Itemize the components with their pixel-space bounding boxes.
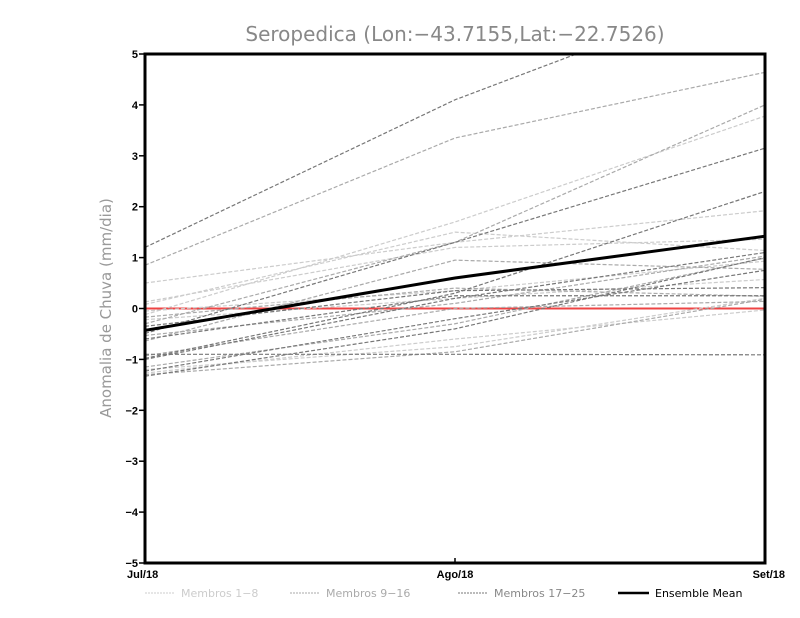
legend-label: Membros 9−16 — [326, 587, 410, 600]
chart-title: Seropedica (Lon:−43.7155,Lat:−22.7526) — [245, 22, 664, 46]
y-tick-label: 2 — [132, 202, 138, 214]
legend-item: Membros 1−8 — [145, 587, 258, 600]
member-11-line — [145, 259, 765, 342]
y-tick-label: −3 — [125, 456, 138, 468]
legend-item: Ensemble Mean — [618, 587, 742, 600]
member-18-line — [145, 147, 765, 335]
y-tick-label: 3 — [132, 151, 138, 163]
legend-label: Membros 1−8 — [181, 587, 258, 600]
member-22-line — [145, 287, 765, 327]
x-tick-label: Jul/18 — [127, 569, 158, 581]
member-8-line — [145, 260, 765, 312]
member-15-line — [145, 300, 765, 357]
member-13-line — [145, 257, 765, 368]
member-17-line — [145, 54, 579, 248]
member-1-line — [145, 115, 765, 316]
member-9-line — [145, 71, 765, 266]
member-25-line — [145, 251, 765, 360]
member-3-line — [145, 231, 765, 306]
member-5-line — [145, 309, 765, 374]
legend-item: Membros 17−25 — [458, 587, 585, 600]
member-12-line — [145, 287, 765, 318]
legend-label: Membros 17−25 — [494, 587, 585, 600]
y-tick-label: −5 — [125, 558, 138, 570]
member-6-line — [145, 238, 765, 303]
member-20-line — [145, 190, 765, 359]
member-21-line — [145, 257, 765, 377]
legend-item: Membros 9−16 — [290, 587, 410, 600]
y-tick-label: 5 — [132, 49, 138, 61]
y-tick-label: −4 — [125, 507, 138, 519]
y-tick-label: 0 — [132, 304, 138, 316]
member-16-line — [145, 298, 765, 376]
y-tick-label: −1 — [125, 354, 138, 366]
y-tick-label: −2 — [125, 405, 138, 417]
ensemble-mean-line — [145, 234, 765, 332]
member-23-line — [145, 269, 765, 372]
member-24-line — [145, 295, 765, 340]
x-tick-label: Ago/18 — [437, 569, 474, 581]
y-tick-label: 1 — [132, 253, 138, 265]
y-tick-label: 4 — [132, 100, 139, 112]
y-axis-label: Anomalia de Chuva (mm/dia) — [97, 198, 115, 418]
member-19-line — [145, 353, 765, 356]
x-tick-label: Set/18 — [753, 569, 785, 581]
legend-label: Ensemble Mean — [655, 587, 742, 600]
member-10-line — [145, 104, 765, 325]
